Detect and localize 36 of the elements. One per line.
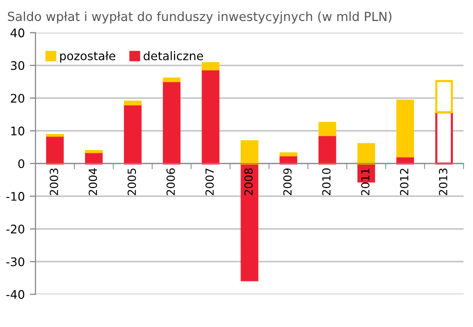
bar <box>357 143 376 165</box>
bar <box>240 140 258 165</box>
bar <box>162 80 181 165</box>
y-tick-label: -20 <box>6 224 24 234</box>
bar <box>124 100 142 106</box>
x-tick-label: 2011 <box>361 168 370 196</box>
bar <box>162 77 181 82</box>
chart-title: Saldo wpłat i wypłat do funduszy inwestycyjnych (w mld PLN) <box>8 11 392 24</box>
legend-label: pozostałe <box>60 51 116 63</box>
x-tick-label: 2012 <box>400 168 408 196</box>
bar <box>202 68 220 165</box>
bar <box>124 103 142 165</box>
y-tick-label: -40 <box>6 290 24 299</box>
x-tick-label: 2010 <box>322 168 331 196</box>
y-tick-label: -10 <box>6 192 24 201</box>
bar <box>318 122 336 136</box>
x-tick-label: 2005 <box>128 168 136 196</box>
x-tick-label: 2007 <box>205 168 214 196</box>
bar <box>46 134 64 165</box>
bar <box>202 62 220 70</box>
y-tick-label: 0 <box>18 159 24 168</box>
y-tick-label: -30 <box>6 257 24 266</box>
y-tick-label: 30 <box>10 61 24 70</box>
x-tick-label: 2003 <box>50 168 58 196</box>
x-tick-label: 2013 <box>438 168 448 196</box>
x-tick-label: 2004 <box>88 168 98 196</box>
bar <box>396 100 414 158</box>
bar <box>240 162 258 282</box>
y-tick-label: 20 <box>10 94 24 103</box>
y-tick-label: 10 <box>11 126 24 136</box>
x-tick-label: 2009 <box>283 168 292 196</box>
bar <box>318 134 336 165</box>
y-tick-label: 40 <box>10 28 24 38</box>
x-tick-label: 2006 <box>166 168 175 196</box>
legend-label: detaliczne <box>144 51 203 60</box>
x-tick-label: 2008 <box>244 168 253 196</box>
